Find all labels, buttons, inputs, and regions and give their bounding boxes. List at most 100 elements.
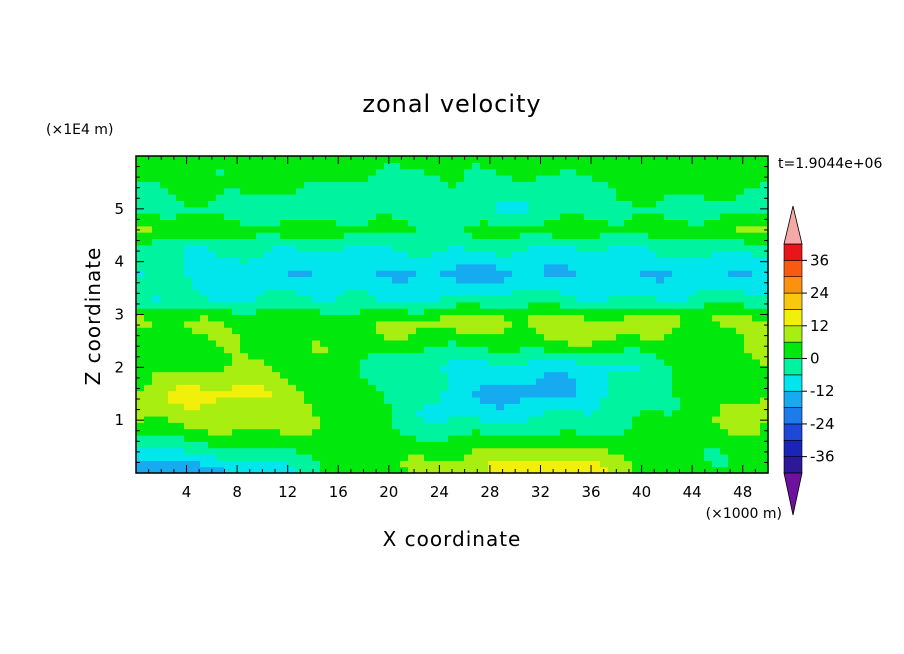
field-cell xyxy=(528,270,537,278)
field-cell xyxy=(712,390,721,398)
field-cell xyxy=(424,403,433,411)
field-cell xyxy=(256,276,265,284)
field-cell xyxy=(160,232,169,240)
field-cell xyxy=(560,308,569,316)
field-cell xyxy=(456,453,465,461)
field-cell xyxy=(720,453,729,461)
field-cell xyxy=(264,384,273,392)
field-cell xyxy=(432,194,441,201)
field-cell xyxy=(312,194,321,201)
field-cell xyxy=(512,156,521,163)
field-cell xyxy=(448,434,457,442)
field-cell xyxy=(544,396,553,404)
field-cell xyxy=(664,244,673,252)
field-cell xyxy=(440,327,449,335)
field-cell xyxy=(472,295,481,303)
field-cell xyxy=(744,441,753,449)
field-cell xyxy=(608,289,617,297)
field-cell xyxy=(368,257,377,265)
field-cell xyxy=(696,365,705,373)
field-cell xyxy=(520,187,529,195)
field-cell xyxy=(400,282,409,290)
field-cell xyxy=(488,358,497,366)
field-cell xyxy=(448,187,457,195)
field-cell xyxy=(400,257,409,265)
y-axis-label: Z coordinate xyxy=(81,247,105,386)
field-cell xyxy=(144,403,153,411)
field-cell xyxy=(368,314,377,322)
field-cell xyxy=(576,320,585,328)
field-cell xyxy=(480,320,489,328)
field-cell xyxy=(424,441,433,449)
field-cell xyxy=(296,327,305,335)
field-cell xyxy=(336,346,345,354)
field-cell xyxy=(568,219,577,227)
field-cell xyxy=(712,460,721,468)
field-cell xyxy=(536,181,545,189)
field-cell xyxy=(512,251,521,259)
field-cell xyxy=(536,396,545,404)
field-cell xyxy=(472,244,481,252)
field-cell xyxy=(320,270,329,278)
field-cell xyxy=(632,181,641,189)
field-cell xyxy=(512,384,521,392)
field-cell xyxy=(616,238,625,246)
field-cell xyxy=(256,447,265,455)
field-cell xyxy=(336,213,345,220)
field-cell xyxy=(664,314,673,322)
field-cell xyxy=(352,339,361,347)
field-cell xyxy=(512,276,521,284)
field-cell xyxy=(304,168,313,176)
field-cell xyxy=(672,365,681,373)
field-cell xyxy=(224,187,233,195)
field-cell xyxy=(432,270,441,278)
field-cell xyxy=(544,434,553,442)
field-cell xyxy=(288,339,297,347)
field-cell xyxy=(496,219,505,227)
field-cell xyxy=(496,308,505,316)
field-cell xyxy=(464,168,473,176)
field-cell xyxy=(320,225,329,233)
colorbar-swatch xyxy=(783,292,803,310)
field-cell xyxy=(608,270,617,278)
field-cell xyxy=(184,282,193,290)
field-cell xyxy=(352,213,361,220)
field-cell xyxy=(344,466,353,474)
field-cell xyxy=(224,320,233,328)
field-cell xyxy=(592,270,601,278)
field-cell xyxy=(552,466,561,474)
field-cell xyxy=(656,466,665,474)
field-cell xyxy=(344,244,353,252)
field-cell xyxy=(440,390,449,398)
field-cell xyxy=(248,352,257,360)
field-cell xyxy=(608,232,617,240)
field-cell xyxy=(568,320,577,328)
field-cell xyxy=(656,460,665,468)
field-cell xyxy=(560,232,569,240)
field-cell xyxy=(448,396,457,404)
field-cell xyxy=(280,225,289,233)
field-cell xyxy=(176,320,185,328)
field-cell xyxy=(400,200,409,208)
field-cell xyxy=(384,460,393,468)
field-cell xyxy=(712,447,721,455)
field-cell xyxy=(336,238,345,246)
field-cell xyxy=(712,384,721,392)
field-cell xyxy=(528,352,537,360)
field-cell xyxy=(656,225,665,233)
field-cell xyxy=(472,327,481,335)
field-cell xyxy=(728,175,737,182)
field-cell xyxy=(600,422,609,430)
field-cell xyxy=(600,365,609,373)
field-cell xyxy=(488,194,497,201)
colorbar-swatch xyxy=(783,407,803,425)
field-cell xyxy=(304,466,313,474)
field-cell xyxy=(640,213,649,220)
field-cell xyxy=(192,257,201,265)
field-cell xyxy=(192,301,201,309)
field-cell xyxy=(408,251,417,259)
field-cell xyxy=(720,384,729,392)
field-cell xyxy=(336,200,345,208)
field-cell xyxy=(416,187,425,195)
field-cell xyxy=(168,346,177,354)
